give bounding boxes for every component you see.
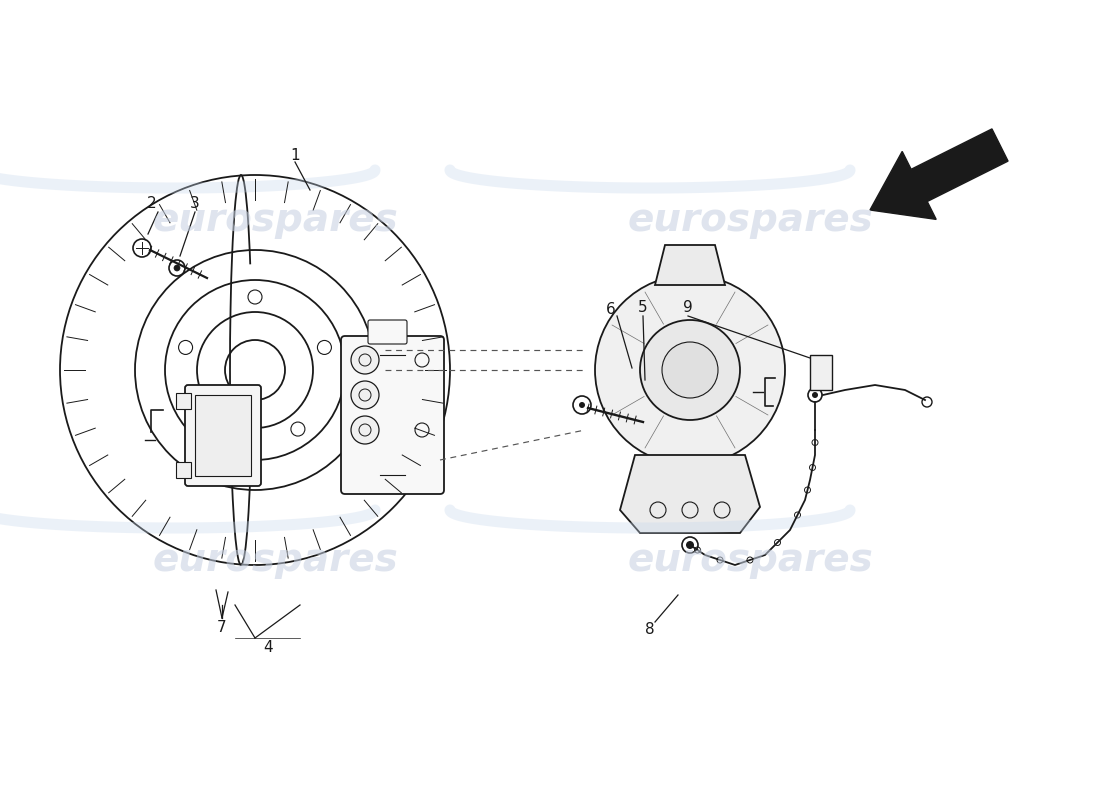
Text: 6: 6 <box>606 302 616 317</box>
FancyBboxPatch shape <box>185 385 261 486</box>
Text: 4: 4 <box>263 641 273 655</box>
Text: 7: 7 <box>217 621 227 635</box>
Circle shape <box>640 320 740 420</box>
Circle shape <box>351 346 380 374</box>
Circle shape <box>351 381 380 409</box>
Bar <box>810 355 832 390</box>
FancyBboxPatch shape <box>341 336 444 494</box>
Text: eurospares: eurospares <box>627 201 873 239</box>
Text: eurospares: eurospares <box>152 201 398 239</box>
Polygon shape <box>654 245 725 285</box>
Bar <box>176 462 191 478</box>
Text: 2: 2 <box>147 197 157 211</box>
Text: eurospares: eurospares <box>627 541 873 579</box>
Text: 3: 3 <box>190 197 200 211</box>
Circle shape <box>579 402 585 408</box>
Bar <box>195 395 251 476</box>
Text: 8: 8 <box>646 622 654 638</box>
Circle shape <box>662 342 718 398</box>
Text: 1: 1 <box>290 147 300 162</box>
Circle shape <box>812 392 818 398</box>
Polygon shape <box>620 455 760 533</box>
Text: 9: 9 <box>683 301 693 315</box>
FancyBboxPatch shape <box>368 320 407 344</box>
Polygon shape <box>870 129 1008 219</box>
Circle shape <box>686 541 694 549</box>
Text: eurospares: eurospares <box>152 541 398 579</box>
Circle shape <box>351 416 380 444</box>
Circle shape <box>174 265 180 271</box>
Bar <box>176 393 191 409</box>
Text: 5: 5 <box>638 301 648 315</box>
Circle shape <box>595 275 785 465</box>
